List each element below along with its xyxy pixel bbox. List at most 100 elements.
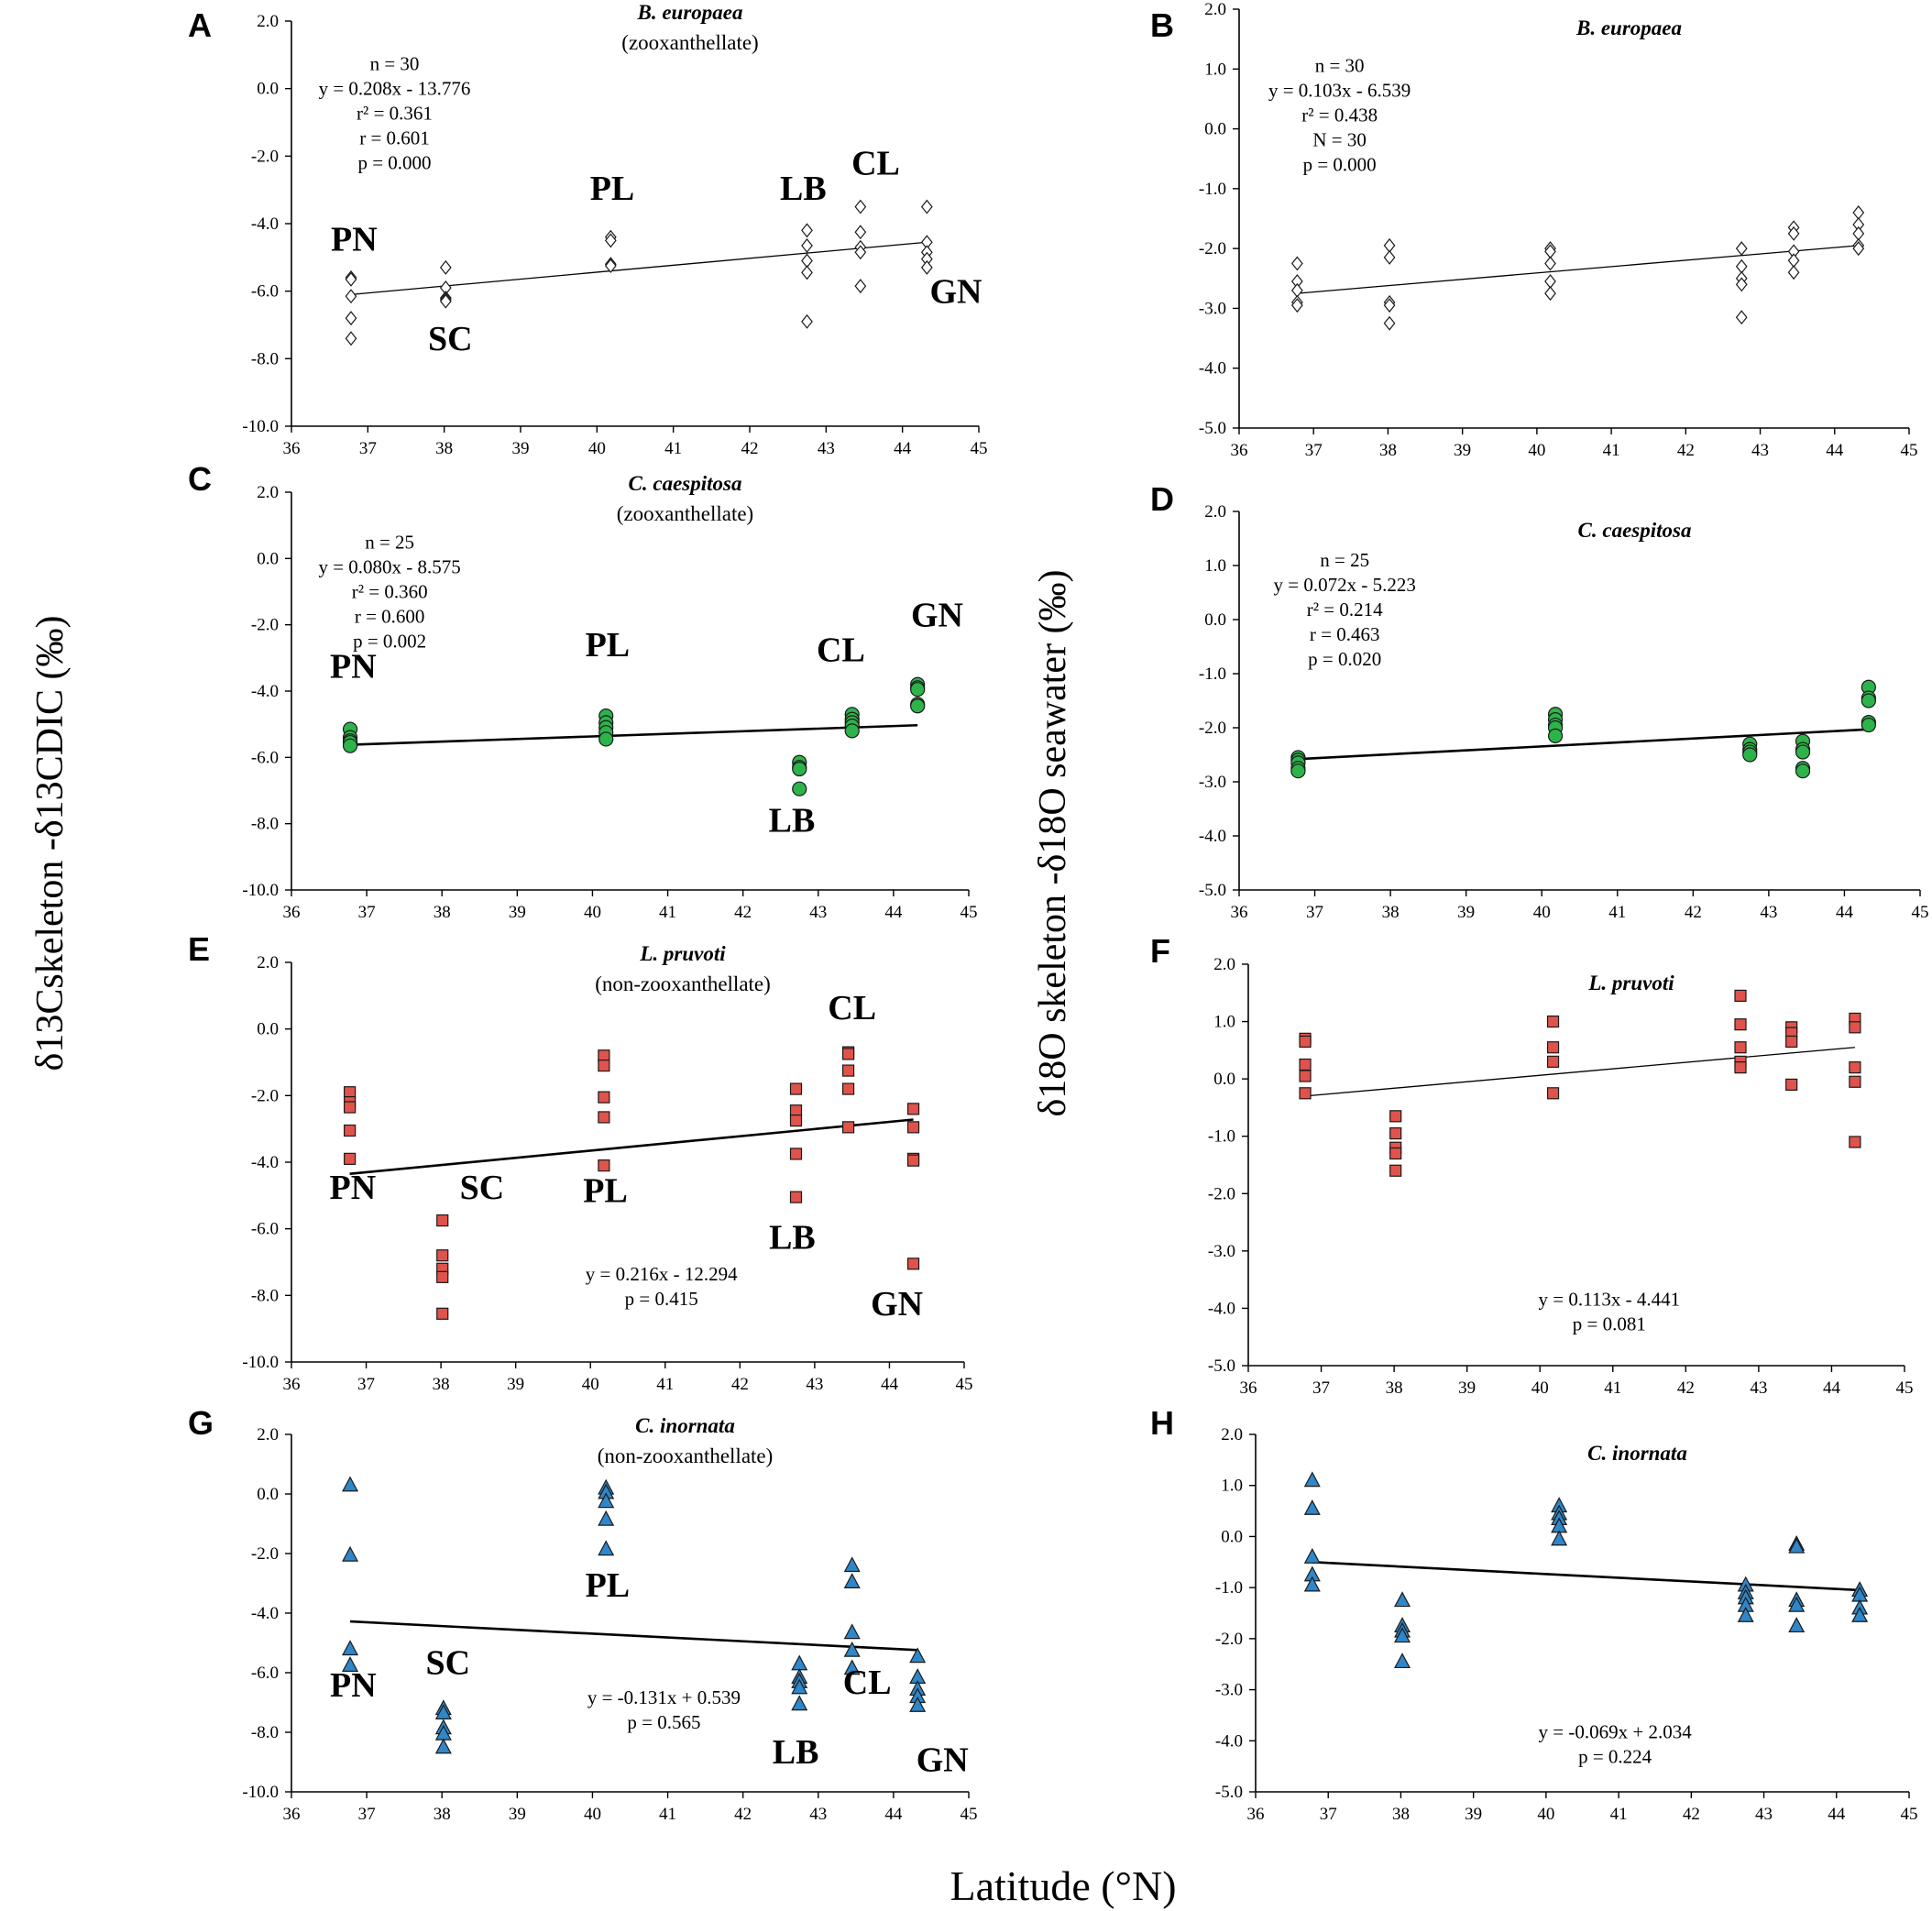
chart-title: L. pruvoti — [1587, 972, 1674, 994]
data-point — [1861, 693, 1876, 708]
stat-line: p = 0.081 — [1573, 1312, 1646, 1334]
site-label: SC — [460, 1169, 505, 1207]
y-tick-label: 2.0 — [1213, 955, 1235, 974]
data-point — [1546, 1055, 1560, 1068]
data-point — [1734, 1018, 1747, 1031]
y-tick-label: -5.0 — [1199, 881, 1226, 900]
y-tick-label: -1.0 — [1215, 1578, 1243, 1598]
x-tick-label: 42 — [1677, 441, 1695, 460]
data-point — [1303, 1471, 1321, 1488]
site-label: CL — [817, 631, 865, 669]
site-label: SC — [428, 320, 473, 358]
stat-line: p = 0.002 — [353, 630, 426, 652]
y-tick-label: -2.0 — [251, 147, 279, 166]
site-label: LB — [769, 802, 816, 840]
y-tick-label: 2.0 — [1204, 0, 1226, 19]
chart-subtitle: (non-zooxanthellate) — [598, 1444, 774, 1467]
y-tick-label: 0.0 — [1204, 120, 1226, 139]
data-point — [1734, 989, 1747, 1003]
data-point — [801, 313, 813, 329]
x-tick-label: 44 — [1826, 441, 1844, 460]
stat-line: r = 0.600 — [355, 605, 425, 627]
y-tick-label: -5.0 — [1208, 1356, 1235, 1376]
data-point — [791, 1695, 808, 1711]
y-tick-label: -1.0 — [1208, 1127, 1235, 1147]
data-point — [344, 1086, 357, 1099]
x-tick-label: 41 — [1604, 1378, 1621, 1398]
data-point — [1546, 1087, 1560, 1100]
y-tick-label: -3.0 — [1215, 1681, 1243, 1700]
x-tick-label: 43 — [1760, 903, 1777, 922]
panel-f: F -5.0 -4.0 -3.0 -2.0 -1.0 0.0 1.0 2.0 36 37 38 39 40… — [1150, 932, 1914, 1398]
x-tick-label: 40 — [584, 1805, 601, 1824]
data-point — [801, 237, 813, 253]
x-tick-label: 45 — [1912, 903, 1929, 922]
data-point — [801, 253, 813, 269]
x-tick-label: 45 — [1901, 1805, 1918, 1824]
data-point — [843, 1641, 861, 1657]
data-point — [598, 731, 614, 747]
panel-letter: C — [188, 460, 212, 498]
y-tick-label: 0.0 — [257, 1485, 279, 1504]
y-tick-label: -6.0 — [251, 1220, 279, 1239]
stat-line: y = -0.131x + 0.539 — [587, 1686, 741, 1708]
data-point — [1383, 237, 1396, 253]
x-tick-label: 40 — [1537, 1805, 1554, 1824]
site-label: PN — [330, 1169, 377, 1207]
x-tick-label: 37 — [358, 903, 376, 922]
data-point — [598, 1111, 610, 1124]
chart-title: B. europaea — [637, 1, 743, 24]
x-tick-label: 40 — [1528, 441, 1545, 460]
chart-title: B. europaea — [1575, 16, 1682, 39]
data-point — [344, 1152, 357, 1165]
y-tick-label: -4.0 — [251, 682, 279, 701]
site-label: GN — [911, 596, 963, 634]
x-tick-label: 42 — [1683, 1805, 1700, 1824]
panel-h: H -5.0 -4.0 -3.0 -2.0 -1.0 0.0 1.0 2.0 36 37 38 39 40… — [1150, 1404, 1918, 1824]
data-point — [345, 271, 357, 287]
x-tick-label: 37 — [358, 1805, 376, 1824]
y-tick-label: 1.0 — [1204, 556, 1226, 576]
x-tick-label: 36 — [1231, 903, 1248, 922]
y-tick-label: -3.0 — [1199, 299, 1226, 318]
data-point — [439, 259, 452, 275]
data-point — [1734, 1061, 1747, 1074]
data-point — [598, 1049, 610, 1062]
data-point — [906, 1103, 920, 1115]
chart-title: C. inornata — [635, 1414, 735, 1437]
x-tick-label: 41 — [1610, 1805, 1628, 1824]
data-point — [844, 723, 860, 739]
x-tick-label: 44 — [894, 439, 912, 458]
chart-title: C. caespitosa — [1578, 519, 1692, 542]
data-point — [1303, 1576, 1321, 1592]
stat-line: p = 0.020 — [1308, 648, 1381, 670]
chart-title: C. inornata — [1587, 1442, 1687, 1465]
x-tick-label: 45 — [971, 439, 988, 458]
regression-line — [349, 1620, 918, 1652]
x-tick-label: 44 — [884, 903, 903, 922]
x-tick-label: 42 — [734, 1805, 752, 1824]
data-point — [1389, 1110, 1402, 1123]
data-point — [854, 245, 867, 260]
data-point — [1383, 315, 1396, 331]
data-point — [789, 1104, 803, 1117]
y-tick-label: -5.0 — [1199, 419, 1226, 438]
site-label: LB — [773, 1733, 819, 1772]
data-point — [1788, 1617, 1806, 1633]
data-point — [1383, 249, 1396, 265]
data-point — [909, 1647, 927, 1664]
y-tick-label: -1.0 — [1199, 180, 1226, 199]
chart-subtitle: (zooxanthellate) — [621, 31, 758, 54]
site-label: LB — [780, 170, 827, 208]
data-point — [598, 1091, 610, 1104]
data-point — [1849, 1021, 1861, 1034]
data-point — [598, 1540, 615, 1556]
x-tick-label: 39 — [1454, 441, 1471, 460]
x-tick-label: 42 — [734, 903, 752, 922]
data-point — [789, 1082, 803, 1095]
regression-line — [1312, 1560, 1861, 1592]
x-tick-label: 44 — [1823, 1378, 1841, 1398]
data-point — [1785, 1035, 1798, 1049]
x-tick-label: 39 — [509, 1805, 526, 1824]
data-point — [1544, 256, 1556, 271]
